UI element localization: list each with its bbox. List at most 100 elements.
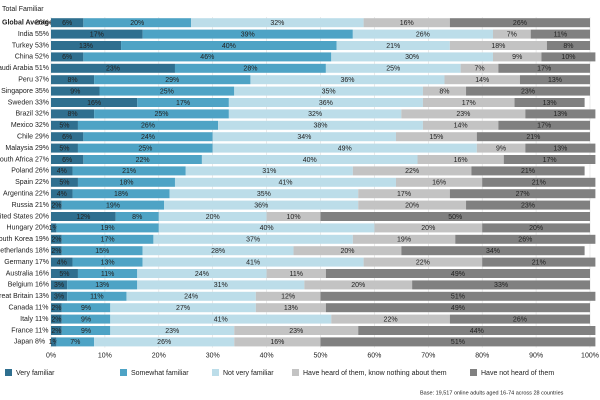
x-tick-label: 60% (367, 352, 381, 359)
total-label: 17% (35, 259, 49, 266)
value-label: 6% (62, 157, 72, 164)
bar-segment (363, 257, 483, 267)
bar-segment (228, 98, 423, 107)
value-label: 13% (79, 43, 93, 50)
value-label: 28% (211, 248, 225, 255)
bar-segment (72, 257, 143, 267)
category-label: Italy (20, 316, 33, 323)
value-label: 49% (451, 271, 465, 278)
total-label: 27% (35, 156, 49, 163)
value-label: 32% (270, 20, 284, 27)
bar-segment (228, 109, 402, 119)
total-label: 29% (35, 145, 49, 152)
value-label: 2% (51, 316, 61, 323)
bar-segment (449, 314, 590, 324)
value-label: 44% (470, 328, 484, 335)
value-label: 9% (81, 328, 91, 335)
legend-swatch (292, 369, 299, 376)
bar-segment (352, 29, 493, 39)
bar-segment (110, 303, 256, 313)
bar-segment (51, 326, 62, 335)
value-label: 28% (243, 66, 257, 73)
bar-segment (482, 257, 596, 267)
bar-segment (51, 223, 57, 233)
value-label: 19% (101, 225, 115, 232)
value-label: 36% (254, 202, 268, 209)
value-label: 2% (51, 202, 61, 209)
bar-segment (363, 18, 450, 28)
value-label: 26% (157, 339, 171, 346)
value-label: 41% (246, 259, 260, 266)
bar-segment (61, 246, 143, 256)
total-label: 11% (35, 316, 49, 323)
category-label: Global Average (2, 20, 53, 27)
category-label: India (18, 31, 33, 38)
bar-segment (51, 303, 62, 313)
bar-segment (61, 314, 111, 324)
value-label: 13% (284, 305, 298, 312)
bar-segment (471, 166, 585, 176)
bar-segment (110, 314, 332, 324)
bar-segment (83, 155, 202, 164)
value-label: 5% (59, 123, 69, 130)
value-label: 23% (521, 202, 535, 209)
category-label: China (15, 54, 33, 61)
bar-segment (51, 291, 68, 301)
bar-segment (115, 212, 159, 221)
bar-segment (51, 155, 84, 164)
bar-segment (94, 75, 251, 85)
value-label: 23% (289, 328, 303, 335)
x-tick-label: 30% (206, 352, 220, 359)
value-label: 51% (451, 294, 465, 301)
bar-segment (358, 189, 450, 199)
value-label: 22% (405, 168, 419, 175)
value-label: 24% (141, 134, 155, 141)
total-label: 37% (35, 77, 49, 84)
bar-segment (56, 337, 95, 347)
value-label: 10% (561, 54, 575, 61)
category-label: Brazil (15, 111, 33, 118)
value-label: 23% (521, 88, 535, 95)
value-label: 13% (548, 77, 562, 84)
bar-segment (201, 155, 418, 164)
total-label: 8% (35, 339, 45, 346)
value-label: 7% (70, 339, 80, 346)
bar-segment (67, 291, 127, 301)
value-label: 29% (165, 77, 179, 84)
total-label: 13% (35, 293, 49, 300)
value-label: 11% (289, 271, 303, 278)
value-label: 37% (246, 237, 260, 244)
bar-segment (519, 75, 590, 85)
value-label: 16% (270, 339, 284, 346)
value-label: 12% (76, 214, 90, 221)
total-label: 18% (35, 248, 49, 255)
bar-segment (142, 257, 364, 267)
value-label: 25% (160, 88, 174, 95)
bar-segment (331, 52, 493, 62)
value-label: 14% (454, 123, 468, 130)
bar-segment (422, 120, 499, 130)
value-label: 9% (81, 316, 91, 323)
value-label: 9% (81, 305, 91, 312)
value-label: 23% (165, 328, 179, 335)
bar-segment (422, 86, 467, 96)
category-label: Australia (6, 270, 33, 277)
bar-segment (455, 234, 596, 244)
bar-segment (191, 18, 364, 28)
value-label: 20% (130, 20, 144, 27)
value-label: 18% (114, 191, 128, 198)
bar-segment (51, 41, 122, 50)
bar-segment (503, 155, 596, 164)
bar-segment (83, 52, 332, 62)
bar-segment (234, 337, 321, 347)
value-label: 9% (496, 145, 506, 152)
value-label: 9% (512, 54, 522, 61)
value-label: 26% (416, 31, 430, 38)
value-label: 36% (340, 77, 354, 84)
value-label: 7% (474, 66, 484, 73)
value-label: 20% (405, 202, 419, 209)
value-label: 40% (260, 225, 274, 232)
category-label: Chile (17, 134, 33, 141)
value-label: 13% (553, 111, 567, 118)
